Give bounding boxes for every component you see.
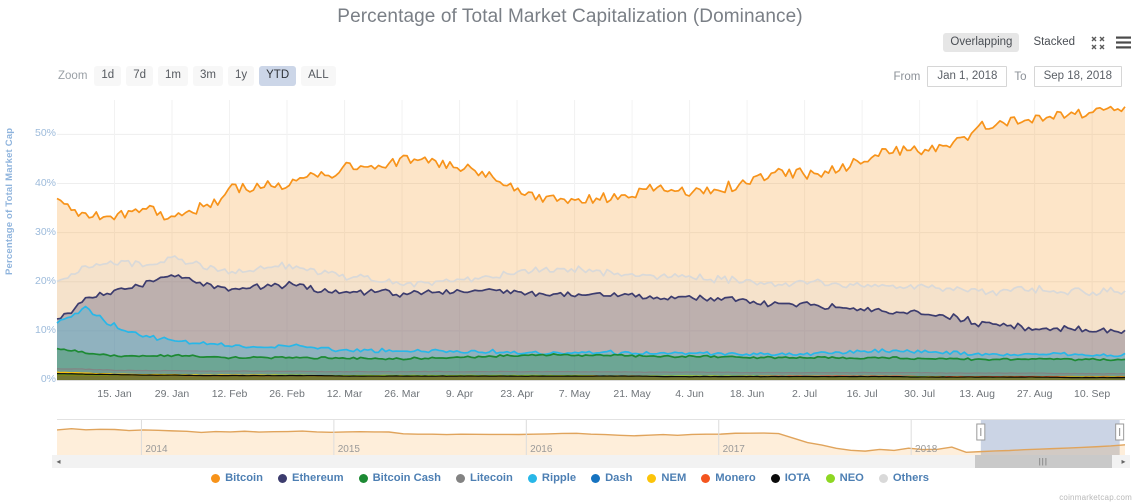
legend-label: Ethereum <box>291 472 344 484</box>
y-tick-label: 20% <box>34 274 56 287</box>
chart-mode-bar: Overlapping Stacked <box>943 33 1132 52</box>
legend-label: Bitcoin <box>225 472 263 484</box>
from-date-input[interactable]: Jan 1, 2018 <box>927 66 1008 87</box>
legend-item[interactable]: Others <box>878 472 929 484</box>
zoom-label: Zoom <box>58 70 88 82</box>
legend-color-dot <box>825 473 835 483</box>
mode-overlapping-button[interactable]: Overlapping <box>943 33 1020 52</box>
navigator-handle-left[interactable] <box>976 423 986 441</box>
legend-label: Dash <box>605 472 633 484</box>
y-tick-label: 10% <box>34 323 56 336</box>
plot-area: Percentage of Total Market Cap 0% 10% 20% 3… <box>0 100 1140 400</box>
y-tick-label: 50% <box>34 127 56 140</box>
page-title: Percentage of Total Market Capitalizatio… <box>337 6 803 27</box>
x-tick-label: 12. Feb <box>211 388 248 400</box>
scroll-right-arrow[interactable]: ▸ <box>1121 457 1126 466</box>
x-tick-label: 4. Jun <box>675 388 704 400</box>
date-range-group: From Jan 1, 2018 To Sep 18, 2018 <box>893 66 1122 87</box>
navigator[interactable]: 2014 2015 2016 2017 2018 <box>56 418 1126 460</box>
x-tick-label: 30. Jul <box>904 388 936 400</box>
legend-label: IOTA <box>784 472 811 484</box>
x-tick-label: 12. Mar <box>326 388 363 400</box>
legend-color-dot <box>701 473 711 483</box>
x-tick-label: 16. Jul <box>846 388 878 400</box>
legend-item[interactable]: Ripple <box>527 472 577 484</box>
legend-color-dot <box>211 473 221 483</box>
x-tick-label: 7. May <box>558 388 591 400</box>
x-tick-label: 29. Jan <box>154 388 190 400</box>
x-tick-label: 27. Aug <box>1016 388 1053 400</box>
legend-item[interactable]: NEM <box>647 472 686 484</box>
legend-color-dot <box>358 473 368 483</box>
scroll-left-arrow[interactable]: ◂ <box>56 457 61 466</box>
navigator-handle-right[interactable] <box>1115 423 1125 441</box>
x-tick-label: 10. Sep <box>1074 388 1111 400</box>
legend-color-dot <box>591 473 601 483</box>
navigator-year-label: 2016 <box>530 444 553 455</box>
legend-color-dot <box>878 473 888 483</box>
y-axis-title: Percentage of Total Market Cap <box>4 127 15 275</box>
x-tick-label: 2. Jul <box>792 388 818 400</box>
navigator-series[interactable] <box>56 418 1126 460</box>
legend-color-dot <box>277 473 287 483</box>
legend-label: Ripple <box>541 472 577 484</box>
y-tick-label: 0% <box>40 373 56 385</box>
zoom-button-7d[interactable]: 7d <box>126 66 153 86</box>
y-tick-label: 30% <box>34 225 56 238</box>
legend-color-dot <box>527 473 537 483</box>
zoom-button-all[interactable]: ALL <box>301 66 336 86</box>
x-tick-label: 23. Apr <box>500 388 534 400</box>
x-tick-label: 15. Jan <box>97 388 132 400</box>
scrollbar-track[interactable]: ||| <box>65 455 1117 468</box>
hamburger-menu-icon[interactable] <box>1114 35 1132 51</box>
x-tick-label: 18. Jun <box>729 388 765 400</box>
scrollbar-thumb[interactable]: ||| <box>974 455 1112 468</box>
legend-item[interactable]: IOTA <box>770 472 811 484</box>
zoom-button-1m[interactable]: 1m <box>158 66 188 86</box>
legend-label: NEO <box>839 472 864 484</box>
legend-item[interactable]: Bitcoin <box>211 472 263 484</box>
legend-color-dot <box>647 473 657 483</box>
legend-color-dot <box>455 473 465 483</box>
navigator-year-label: 2015 <box>337 444 360 455</box>
navigator-year-label: 2017 <box>722 444 745 455</box>
legend-label: Others <box>892 472 929 484</box>
watermark: coinmarketcap.com <box>1059 493 1132 502</box>
legend-item[interactable]: Dash <box>591 472 632 484</box>
x-tick-label: 26. Feb <box>269 388 305 400</box>
range-selector-row: Zoom 1d 7d 1m 3m 1y YTD ALL From Jan 1, … <box>0 66 1140 90</box>
zoom-button-1d[interactable]: 1d <box>94 66 122 86</box>
legend-label: Monero <box>715 472 756 484</box>
legend-item[interactable]: Monero <box>701 472 756 484</box>
series-canvas <box>56 100 1126 381</box>
legend-label: Bitcoin Cash <box>372 472 441 484</box>
zoom-button-3m[interactable]: 3m <box>192 66 223 86</box>
navigator-year-label: 2018 <box>915 444 938 455</box>
fullscreen-collapse-icon[interactable] <box>1089 35 1107 51</box>
x-tick-label: 13. Aug <box>959 388 995 400</box>
from-label: From <box>893 70 921 83</box>
zoom-button-ytd[interactable]: YTD <box>259 66 297 86</box>
legend-label: NEM <box>661 472 687 484</box>
legend-item[interactable]: Litecoin <box>455 472 513 484</box>
legend-color-dot <box>770 473 780 483</box>
zoom-button-1y[interactable]: 1y <box>227 66 255 86</box>
legend-item[interactable]: Ethereum <box>277 472 344 484</box>
navigator-year-label: 2014 <box>145 444 168 455</box>
y-tick-label: 40% <box>34 176 56 189</box>
x-tick-label: 21. May <box>613 388 651 400</box>
chart-legend: Bitcoin Ethereum Bitcoin Cash Litecoin Rippl… <box>0 472 1140 484</box>
x-tick-label: 9. Apr <box>445 388 474 400</box>
legend-item[interactable]: Bitcoin Cash <box>358 472 441 484</box>
mode-stacked-button[interactable]: Stacked <box>1033 36 1075 48</box>
to-date-input[interactable]: Sep 18, 2018 <box>1033 66 1122 87</box>
legend-label: Litecoin <box>469 472 513 484</box>
zoom-button-group: Zoom 1d 7d 1m 3m 1y YTD ALL <box>58 66 336 86</box>
x-tick-label: 26. Mar <box>384 388 420 400</box>
navigator-scrollbar[interactable]: ◂ ||| ▸ <box>52 455 1130 468</box>
legend-item[interactable]: NEO <box>825 472 864 484</box>
to-label: To <box>1014 70 1027 83</box>
